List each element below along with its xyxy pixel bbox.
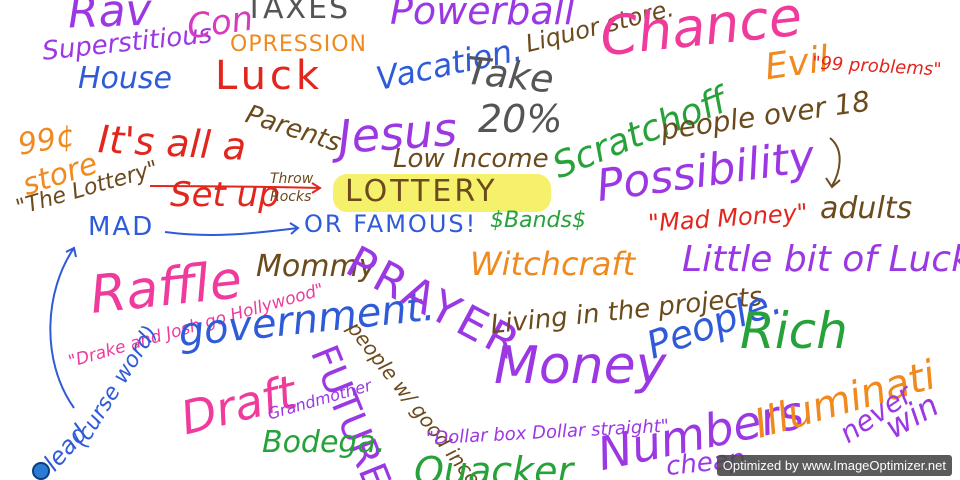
arrow-lead-head xyxy=(65,246,77,258)
word-little-bit-of-luck: Little bit of Luck xyxy=(682,239,960,280)
word-house: House xyxy=(78,61,173,96)
arrow-lead-up xyxy=(49,247,75,409)
arrow-mad-head xyxy=(289,222,300,235)
word-rocks: Rocks xyxy=(270,189,312,205)
arrow-set-up-to-or-famous xyxy=(149,185,321,189)
word-or-famous: OR FAMOUS! xyxy=(304,210,478,238)
word-rich: Rich xyxy=(740,302,848,360)
word-throw: Throw xyxy=(270,171,314,187)
word-bands: $Bands$ xyxy=(490,208,586,233)
word-twenty-percent: 20% xyxy=(478,97,563,141)
word-its-all-a: It's all a xyxy=(96,117,248,169)
word-lottery: LOTTERY xyxy=(345,174,498,209)
word-taxes: TAXES xyxy=(245,0,351,26)
word-money: Money xyxy=(494,336,667,396)
word-take: Take xyxy=(463,48,556,102)
arrow-mad-to-or-famous xyxy=(164,227,299,236)
word-witchcraft: Witchcraft xyxy=(470,245,636,283)
word-mommy: Mommy xyxy=(256,249,377,284)
arrow-over18-head xyxy=(825,177,841,189)
arrow-set-up-head xyxy=(311,182,322,194)
globe-icon xyxy=(32,462,50,480)
word-luck: Luck xyxy=(215,53,324,99)
arrow-over18-to-adults xyxy=(829,137,841,187)
word-adults: adults xyxy=(820,191,913,226)
word-low-income: Low Income xyxy=(393,144,549,174)
word-powerball: Powerball xyxy=(390,0,575,33)
word-opression: OPRESSION xyxy=(230,32,367,57)
word-quacker: Quacker xyxy=(414,449,574,480)
word-bodega: Bodega. xyxy=(262,425,386,460)
word-mad: MAD xyxy=(88,212,155,242)
lottery-highlight xyxy=(333,174,551,212)
word-set-up: Set up xyxy=(170,175,280,215)
watermark: Optimized by www.ImageOptimizer.net xyxy=(716,455,952,476)
